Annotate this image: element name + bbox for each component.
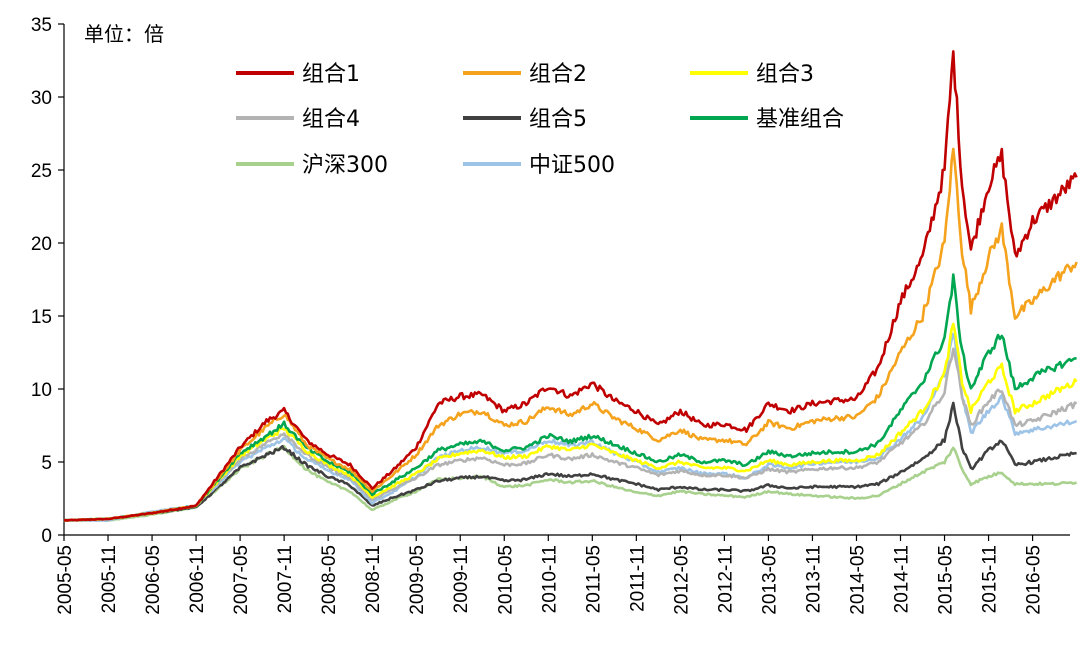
- y-tick-label: 10: [31, 380, 52, 401]
- x-tick-label: 2007-11: [275, 545, 296, 613]
- unit-label: 单位：倍: [84, 22, 164, 46]
- x-tick-label: 2006-11: [187, 545, 208, 613]
- x-tick-label: 2014-05: [847, 545, 868, 615]
- x-tick-label: 2005-11: [99, 545, 120, 613]
- legend-label: 组合4: [302, 107, 360, 132]
- y-tick-label: 15: [31, 307, 52, 328]
- x-tick-label: 2012-05: [671, 545, 692, 615]
- y-tick-label: 25: [31, 161, 52, 182]
- legend-label: 组合3: [756, 62, 814, 87]
- series-line: [64, 322, 1078, 522]
- series-line: [63, 332, 1078, 522]
- x-tick-label: 2012-11: [715, 545, 736, 613]
- x-tick-label: 2010-11: [539, 545, 560, 613]
- legend-label: 组合2: [529, 62, 587, 87]
- x-tick-label: 2013-11: [803, 545, 824, 613]
- x-tick-label: 2009-11: [451, 545, 472, 613]
- x-tick-label: 2005-05: [55, 545, 76, 615]
- x-ticks: 2005-05 2005-11 2006-05 2006-11 2007-05 2007-…: [55, 535, 1045, 615]
- x-tick-label: 2015-05: [936, 545, 957, 615]
- x-tick-label: 2008-11: [363, 545, 384, 613]
- y-tick-label: 5: [41, 453, 52, 474]
- x-tick-label: 2014-11: [891, 545, 912, 613]
- x-tick-label: 2016-05: [1024, 545, 1045, 615]
- series-line: [63, 50, 1078, 522]
- series-line: [63, 401, 1077, 522]
- legend-label: 基准组合: [756, 107, 844, 132]
- x-tick-label: 2010-05: [495, 545, 516, 615]
- y-tick-label: 35: [31, 15, 52, 36]
- y-tick-label: 0: [41, 526, 52, 547]
- axes: 0 5 10 15 20 25 30 35 2005-05 2005-11 2006-05 2006…: [31, 15, 1070, 615]
- x-tick-label: 2011-05: [583, 545, 604, 613]
- x-tick-label: 2015-11: [980, 545, 1001, 613]
- y-ticks: 0 5 10 15 20 25 30 35: [31, 15, 64, 547]
- series-layer: [63, 50, 1078, 522]
- y-tick-label: 20: [31, 234, 52, 255]
- legend-label: 中证500: [529, 153, 615, 178]
- y-tick-label: 30: [31, 88, 52, 109]
- series-line: [63, 273, 1077, 522]
- x-tick-label: 2007-05: [231, 545, 252, 615]
- legend-label: 组合1: [302, 62, 360, 87]
- legend-label: 组合5: [529, 107, 587, 132]
- x-tick-label: 2008-05: [319, 545, 340, 615]
- legend-label: 沪深300: [302, 153, 388, 178]
- x-tick-label: 2011-11: [627, 545, 648, 612]
- x-tick-label: 2006-05: [143, 545, 164, 615]
- x-tick-label: 2013-05: [759, 545, 780, 615]
- x-tick-label: 2009-05: [407, 545, 428, 615]
- series-line: [63, 147, 1078, 522]
